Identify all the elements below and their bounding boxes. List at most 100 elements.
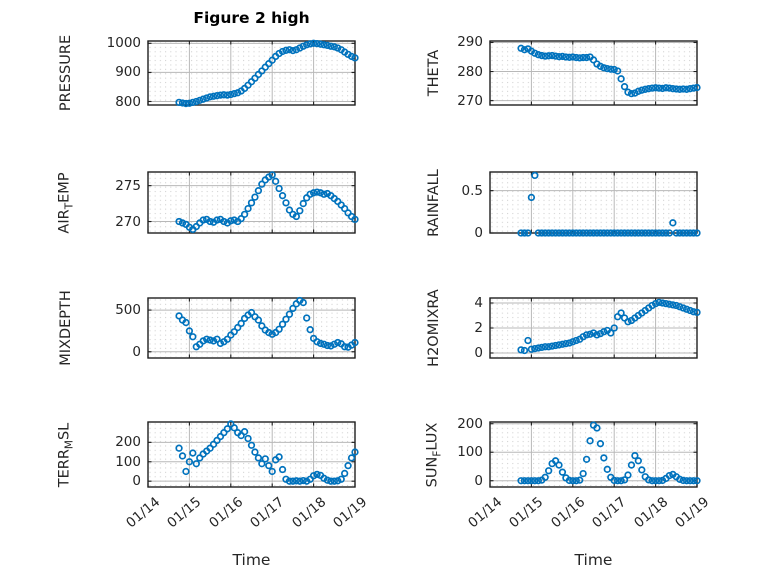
- y-axis-label-h2omixra: H2OMIXRA: [426, 289, 442, 367]
- data-point-circle: [175, 98, 183, 107]
- data-point-circle: [686, 229, 694, 237]
- data-point-circle: [330, 477, 338, 485]
- axes-box: [147, 171, 356, 234]
- data-point-circle: [275, 184, 283, 193]
- data-point-circle: [548, 229, 556, 237]
- data-point-circle: [330, 43, 338, 51]
- data-point-circle: [192, 97, 200, 106]
- ytick-label: 200: [115, 434, 141, 451]
- y-axis-label-mixdepth: MIXDEPTH: [58, 290, 74, 366]
- tick-marks: [489, 298, 698, 358]
- data-point-circle: [230, 424, 238, 432]
- data-point-circle: [285, 206, 294, 214]
- ylabel-subscript: T: [63, 202, 76, 209]
- data-point-circle: [624, 229, 632, 237]
- data-point-circle: [669, 85, 677, 93]
- ytick-label: 0: [132, 343, 141, 360]
- data-point-circle: [227, 90, 235, 99]
- axes-box: [147, 40, 356, 106]
- data-point-circle: [230, 90, 238, 98]
- data-point-circle: [178, 452, 187, 460]
- data-points: [175, 296, 359, 351]
- axes-box: [147, 297, 356, 359]
- data-point-circle: [562, 339, 570, 348]
- data-point-circle: [278, 192, 287, 200]
- data-point-circle: [665, 300, 674, 308]
- data-point-circle: [586, 330, 594, 338]
- data-point-circle: [565, 476, 574, 485]
- data-point-circle: [624, 318, 632, 326]
- data-point-circle: [627, 90, 636, 98]
- data-point-circle: [251, 448, 259, 456]
- subplot-mixdepth: [147, 296, 359, 359]
- data-point-circle: [669, 301, 677, 309]
- data-point-circle: [199, 216, 207, 224]
- data-point-circle: [589, 229, 598, 237]
- data-point-circle: [569, 338, 577, 346]
- grid-minor: [491, 173, 696, 232]
- data-point-circle: [658, 229, 667, 237]
- tick-marks: [147, 422, 356, 487]
- data-point-circle: [185, 458, 194, 466]
- data-point-circle: [517, 477, 525, 485]
- ylabel-text: H2OMIXRA: [426, 289, 442, 367]
- data-point-circle: [275, 453, 283, 461]
- data-point-circle: [576, 54, 584, 62]
- data-point-circle: [182, 318, 190, 327]
- data-point-circle: [545, 52, 553, 60]
- data-point-circle: [254, 187, 263, 195]
- data-point-circle: [351, 338, 359, 347]
- data-point-circle: [209, 92, 218, 100]
- data-point-circle: [327, 42, 335, 50]
- data-point-circle: [520, 229, 529, 237]
- data-point-circle: [593, 331, 601, 339]
- data-point-circle: [192, 460, 200, 468]
- data-point-circle: [531, 344, 539, 353]
- y-axis-label-rainfall: RAINFALL: [426, 169, 442, 237]
- data-point-circle: [213, 335, 221, 343]
- data-point-circle: [247, 199, 256, 207]
- data-point-circle: [196, 96, 204, 104]
- data-point-circle: [517, 229, 525, 237]
- data-point-circle: [282, 315, 290, 323]
- data-point-circle: [182, 467, 190, 476]
- data-point-circle: [620, 476, 629, 484]
- plot-area: [489, 297, 701, 359]
- data-point-circle: [686, 85, 694, 93]
- ylabel-text: RAINFALL: [426, 168, 442, 237]
- data-point-circle: [603, 229, 611, 237]
- ytick-label: 500: [115, 302, 141, 319]
- data-point-circle: [558, 340, 567, 348]
- data-point-circle: [524, 229, 532, 237]
- data-point-circle: [682, 85, 691, 93]
- data-point-circle: [562, 53, 570, 61]
- data-point-circle: [320, 340, 328, 348]
- data-point-circle: [220, 91, 228, 99]
- data-point-circle: [548, 342, 556, 350]
- data-point-circle: [309, 189, 318, 197]
- data-point-circle: [545, 229, 553, 237]
- data-point-circle: [689, 308, 698, 316]
- data-point-circle: [562, 229, 570, 237]
- data-point-circle: [206, 93, 214, 101]
- ytick-label: 0.5: [461, 182, 483, 199]
- data-point-circle: [282, 46, 290, 54]
- data-point-circle: [320, 41, 328, 49]
- data-point-circle: [278, 47, 287, 56]
- data-point-circle: [251, 193, 259, 201]
- data-point-circle: [206, 217, 214, 226]
- data-point-circle: [189, 333, 197, 341]
- data-point-circle: [534, 51, 542, 59]
- subplot-theta: [489, 40, 701, 106]
- y-axis-label-air_temp: AIRTEMP: [57, 172, 76, 233]
- data-point-circle: [558, 468, 567, 476]
- data-point-circle: [323, 341, 332, 350]
- plot-area: [147, 296, 359, 359]
- data-point-circle: [641, 229, 649, 237]
- data-point-circle: [351, 215, 359, 224]
- ylabel-text: PRESSURE: [58, 34, 74, 112]
- data-point-circle: [178, 99, 187, 107]
- data-point-circle: [669, 219, 677, 227]
- data-point-circle: [531, 171, 539, 180]
- ytick-label: 270: [115, 213, 141, 230]
